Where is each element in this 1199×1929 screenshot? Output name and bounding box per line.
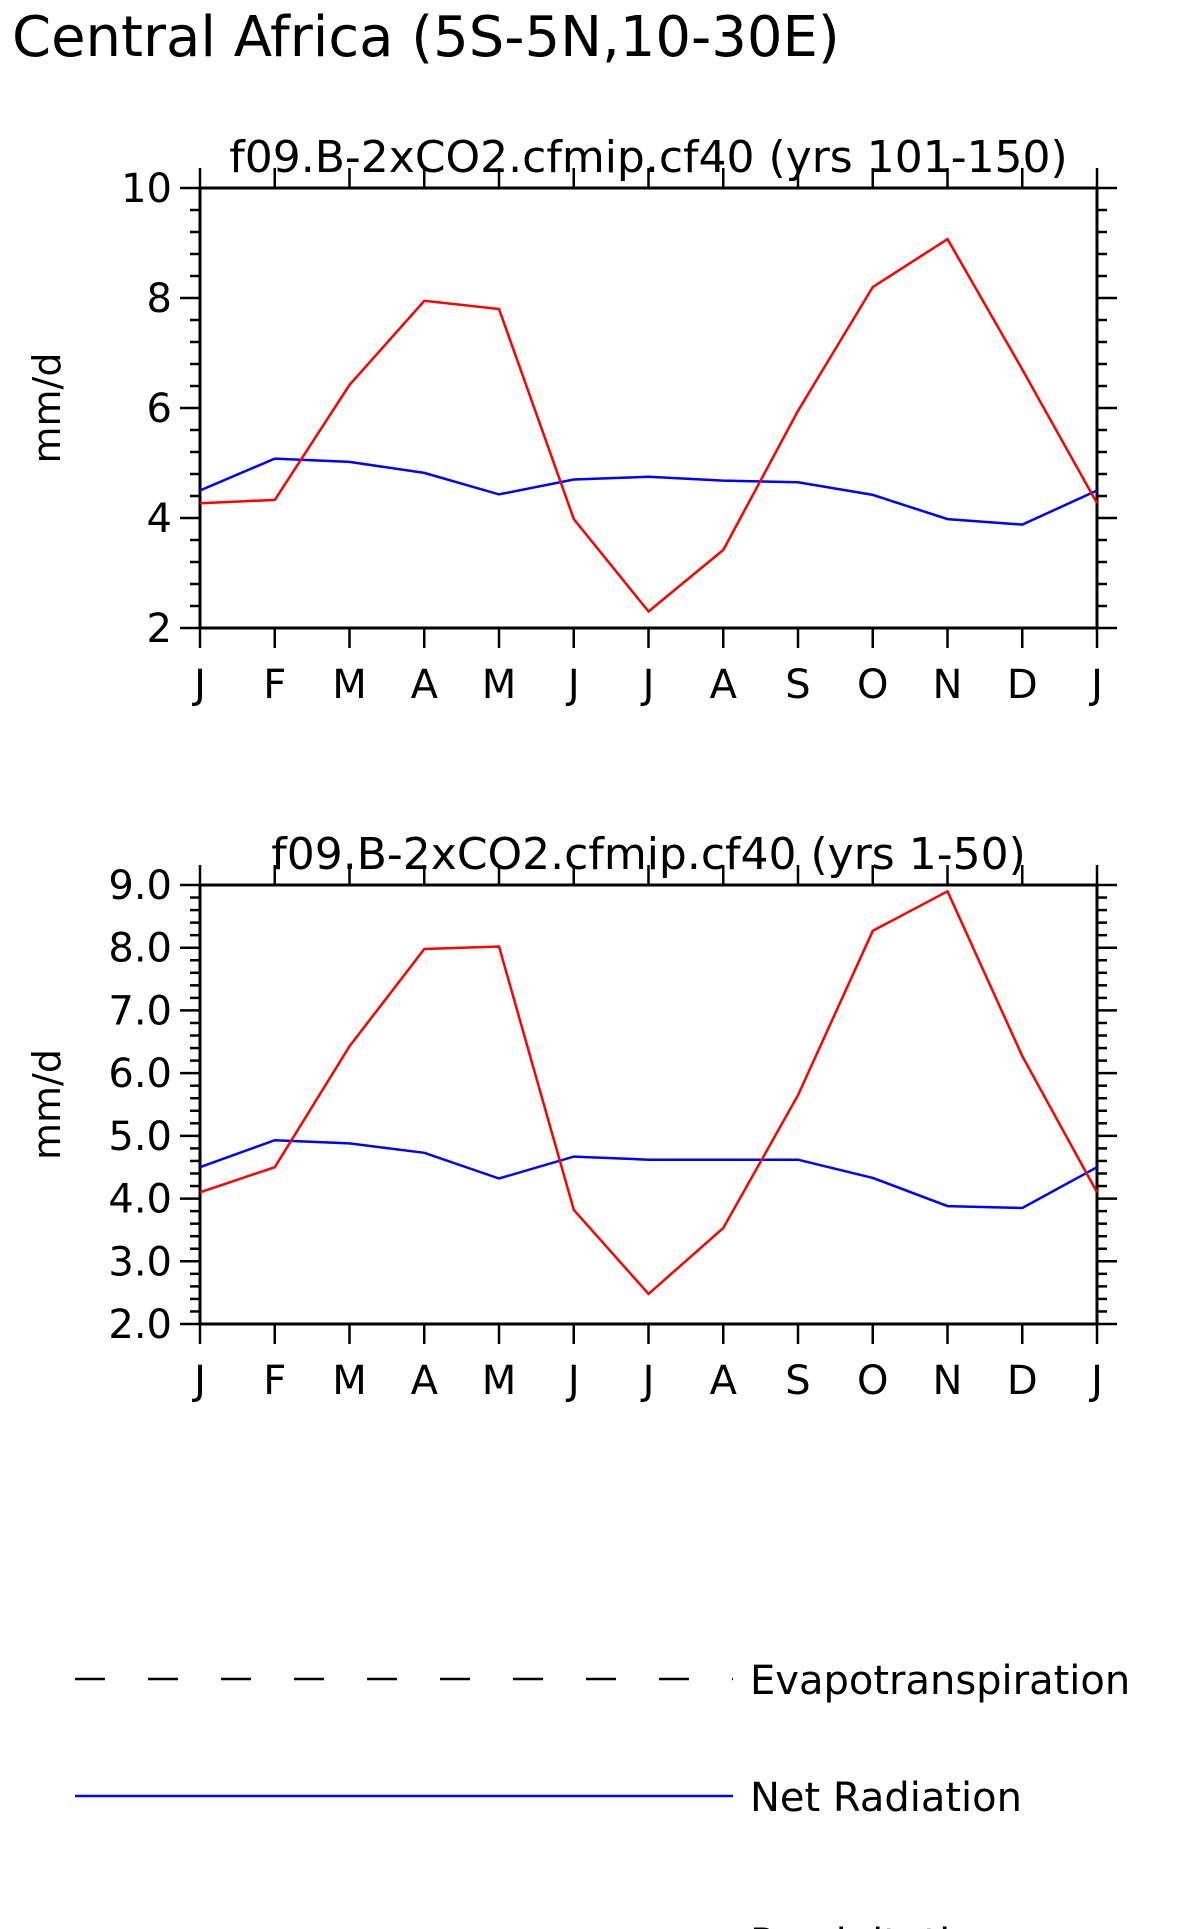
y-tick-label: 8 xyxy=(147,276,172,322)
legend-item: Evapotranspiration xyxy=(75,1658,1130,1704)
x-tick-label: J xyxy=(191,662,206,708)
legend-label: Precipitation xyxy=(750,1921,1000,1929)
legend-label: Net Radiation xyxy=(750,1775,1022,1821)
x-tick-label: J xyxy=(565,1358,580,1404)
x-tick-label: J xyxy=(1088,662,1103,708)
series-net-radiation xyxy=(199,457,1098,526)
x-tick-label: A xyxy=(710,1358,738,1404)
x-tick-label: S xyxy=(785,1358,810,1404)
y-tick-label: 9.0 xyxy=(108,863,172,909)
chart-panel-2: f09.B-2xCO2.cfmip.cf40 (yrs 1-50)mm/d2.0… xyxy=(25,829,1117,1404)
legend-label: Evapotranspiration xyxy=(750,1658,1130,1704)
x-tick-label: J xyxy=(640,662,655,708)
x-tick-label: F xyxy=(263,662,286,708)
x-tick-label: A xyxy=(710,662,738,708)
figure-title: Central Africa (5S-5N,10-30E) xyxy=(12,5,840,70)
series-precipitation xyxy=(199,237,1099,614)
y-axis-label: mm/d xyxy=(25,1049,69,1160)
y-tick-label: 6 xyxy=(147,386,172,432)
legend: Evapotranspiration Net Radiation Precipita… xyxy=(75,1658,1130,1929)
x-tick-label: O xyxy=(857,1358,888,1404)
series-net-radiation xyxy=(199,1138,1098,1210)
y-tick-label: 4 xyxy=(147,496,172,542)
y-tick-label: 3.0 xyxy=(108,1239,172,1285)
y-tick-label: 4.0 xyxy=(108,1177,172,1223)
x-tick-label: M xyxy=(332,1358,367,1404)
series-line-net-radiation xyxy=(199,1138,1098,1210)
legend-item: Net Radiation xyxy=(75,1775,1022,1821)
x-tick-label: N xyxy=(933,662,963,708)
x-tick-label: N xyxy=(933,1358,963,1404)
series-line-net-radiation xyxy=(199,457,1098,526)
x-tick-label: M xyxy=(482,662,517,708)
y-tick-label: 8.0 xyxy=(108,926,172,972)
y-tick-label: 6.0 xyxy=(108,1051,172,1097)
series-precipitation xyxy=(199,889,1099,1296)
x-tick-label: J xyxy=(1088,1358,1103,1404)
series-line-precipitation xyxy=(199,237,1099,614)
x-tick-label: J xyxy=(191,1358,206,1404)
y-tick-label: 10 xyxy=(121,166,172,212)
legend-item: Precipitation xyxy=(750,1921,1000,1929)
y-axis-label: mm/d xyxy=(25,353,69,464)
x-tick-label: J xyxy=(640,1358,655,1404)
y-tick-label: 2.0 xyxy=(108,1302,172,1348)
y-tick-label: 7.0 xyxy=(108,988,172,1034)
x-tick-label: M xyxy=(332,662,367,708)
x-tick-label: M xyxy=(482,1358,517,1404)
x-tick-label: D xyxy=(1007,1358,1038,1404)
series-line-precipitation xyxy=(199,889,1099,1296)
x-tick-label: D xyxy=(1007,662,1038,708)
charts: f09.B-2xCO2.cfmip.cf40 (yrs 101-150)mm/d… xyxy=(25,132,1117,1404)
chart-panel-1: f09.B-2xCO2.cfmip.cf40 (yrs 101-150)mm/d… xyxy=(25,132,1117,708)
y-tick-label: 5.0 xyxy=(108,1114,172,1160)
x-tick-label: A xyxy=(411,1358,439,1404)
x-tick-label: S xyxy=(785,662,810,708)
plot-frame xyxy=(198,883,1099,1326)
x-tick-label: F xyxy=(263,1358,286,1404)
x-tick-label: A xyxy=(411,662,439,708)
x-tick-label: J xyxy=(565,662,580,708)
x-tick-label: O xyxy=(857,662,888,708)
y-tick-label: 2 xyxy=(147,606,172,652)
